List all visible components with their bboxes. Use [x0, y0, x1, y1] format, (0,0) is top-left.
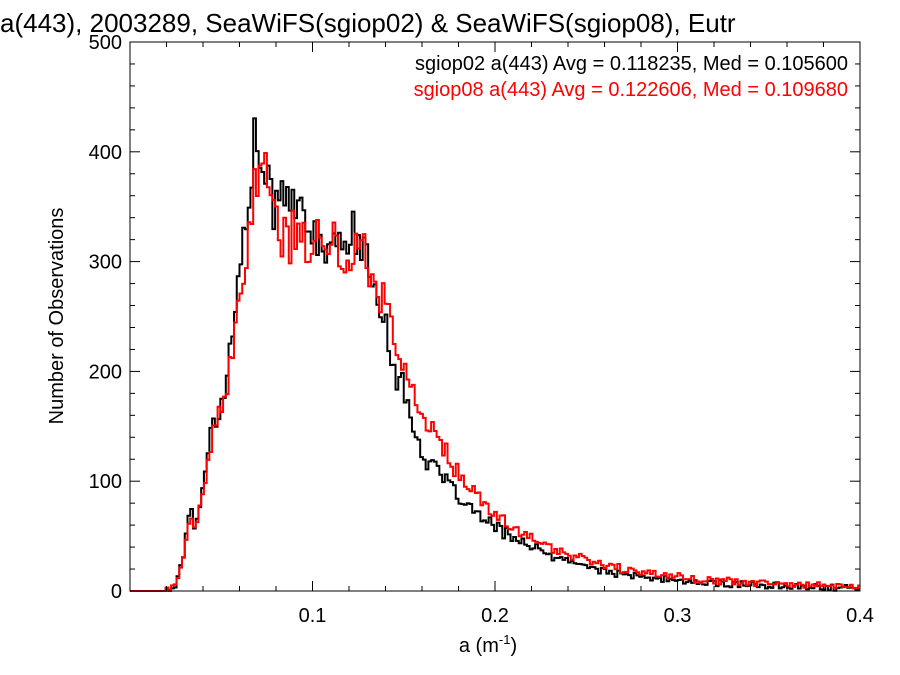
y-axis-label: Number of Observations: [46, 208, 68, 425]
series-line-sgiop08: [130, 152, 860, 592]
chart-title: a(443), 2003289, SeaWiFS(sgiop02) & SeaW…: [0, 8, 736, 38]
y-tick-label: 500: [89, 32, 122, 54]
legend: sgiop02 a(443) Avg = 0.118235, Med = 0.1…: [414, 53, 848, 101]
y-tick-label: 0: [111, 581, 122, 603]
x-axis-label-superscript: -1: [499, 632, 511, 647]
legend-entry-sgiop02: sgiop02 a(443) Avg = 0.118235, Med = 0.1…: [415, 53, 848, 75]
x-tick-label: 0.3: [664, 605, 692, 627]
x-tick-label: 0.1: [299, 605, 327, 627]
x-axis-label: a (m-1): [459, 632, 517, 657]
axis-tick-labels: 0.1 0.2 0.3 0.4 0 100 200 300 400 500: [89, 32, 874, 627]
y-tick-label: 400: [89, 142, 122, 164]
series-line-sgiop02: [130, 117, 860, 592]
x-tick-label: 0.2: [481, 605, 509, 627]
legend-entry-sgiop08: sgiop08 a(443) Avg = 0.122606, Med = 0.1…: [414, 79, 848, 101]
x-axis-label-base: a (m: [459, 635, 499, 657]
plot-frame: [129, 41, 861, 592]
plot-series: [130, 117, 860, 592]
y-tick-label: 300: [89, 252, 122, 274]
axis-ticks: [129, 41, 861, 592]
x-axis-label-tail: ): [510, 635, 517, 657]
y-tick-label: 100: [89, 471, 122, 493]
x-tick-label: 0.4: [846, 605, 874, 627]
y-tick-label: 200: [89, 361, 122, 383]
